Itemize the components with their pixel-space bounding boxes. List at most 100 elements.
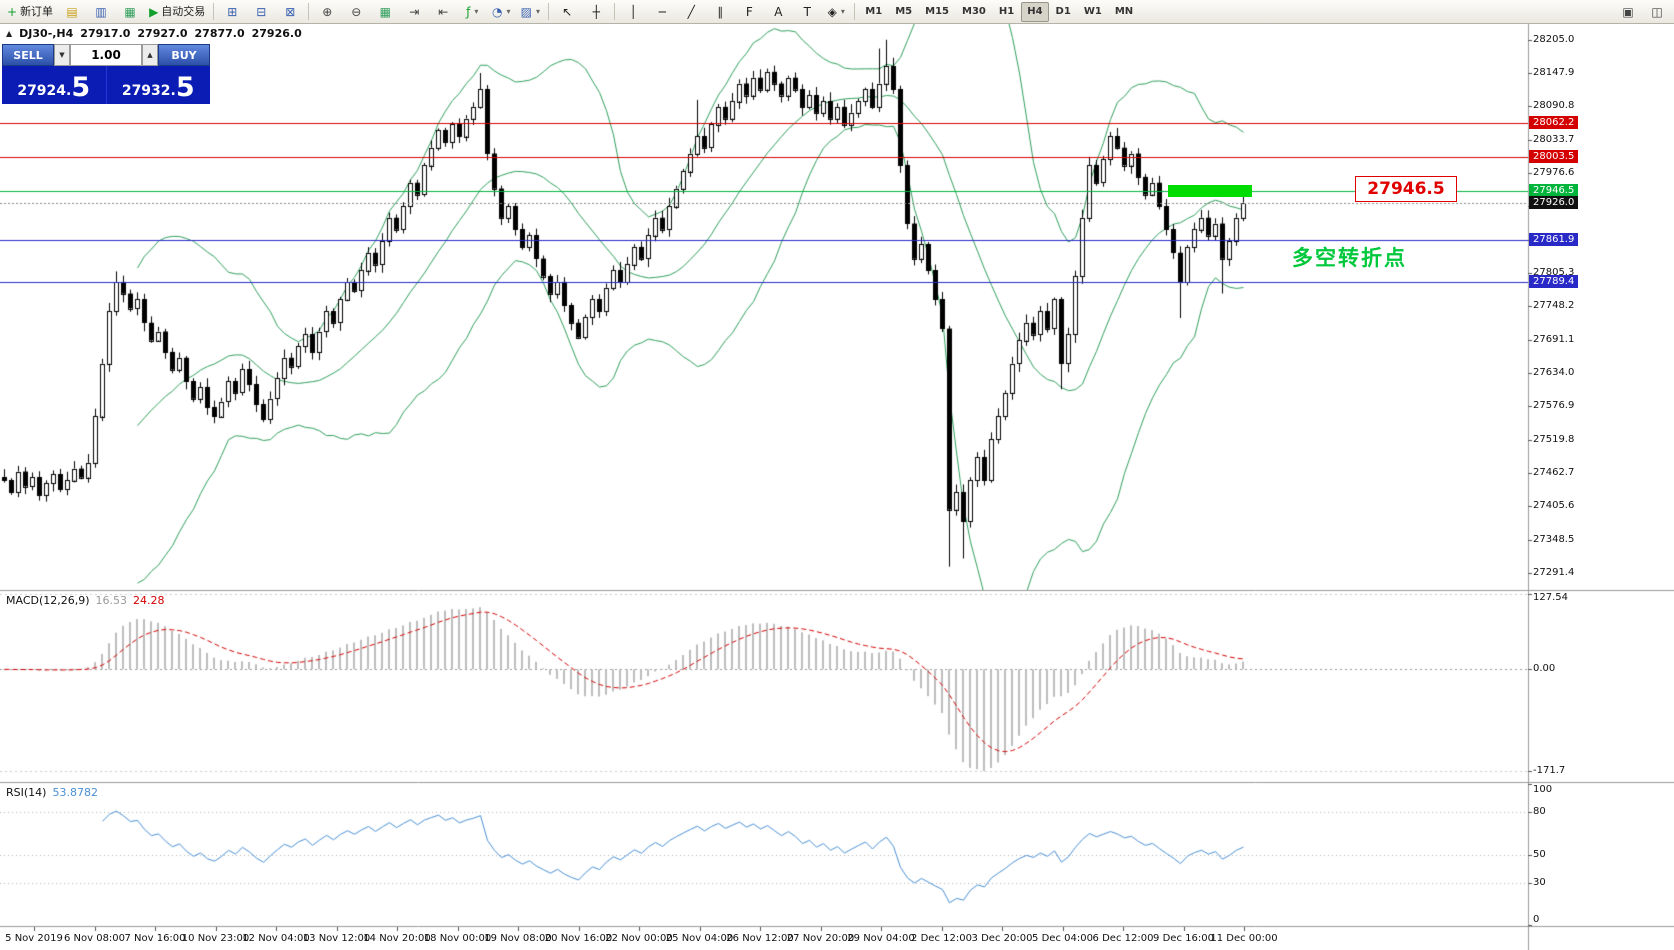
text-label-button[interactable]: T — [793, 1, 821, 23]
rsi-axis-label: 100 — [1533, 784, 1553, 795]
window-tile-horizontal-icon[interactable]: ⊟ — [247, 1, 275, 23]
rsi-title: RSI(14) 53.8782 — [6, 786, 104, 799]
pivot-line-marker[interactable]: 27946.5 — [1529, 183, 1579, 197]
shapes-dropdown-icon: ◈ — [827, 4, 837, 19]
price-axis-label: 27519.8 — [1533, 433, 1575, 445]
macd-title: MACD(12,26,9) 16.53 24.28 — [6, 594, 171, 607]
charts-menu-icon[interactable]: ▤ — [58, 1, 86, 23]
timeframe-m1-button[interactable]: M1 — [865, 6, 883, 17]
chart-shift-button[interactable]: ⇤ — [429, 1, 457, 23]
chart-window: ▲ DJ30-,H4 27917.0 27927.0 27877.0 27926… — [0, 24, 1674, 950]
sell-button[interactable]: SELL — [2, 44, 54, 66]
cursor-button[interactable]: ↖ — [553, 1, 581, 23]
window-cascade-icon[interactable]: ⊞ — [218, 1, 246, 23]
timeframe-m30-button[interactable]: M30 — [962, 6, 986, 17]
chevron-down-icon: ▾ — [506, 6, 511, 16]
timeframe-h1-button[interactable]: H1 — [998, 6, 1015, 17]
windows-icon: ▣ — [1622, 4, 1634, 19]
trendline-button-icon: ╱ — [687, 4, 695, 19]
macd-signal-value: 24.28 — [133, 594, 165, 607]
window-tile-vertical-icon[interactable]: ⊠ — [276, 1, 304, 23]
toolbar-separator — [213, 3, 215, 20]
time-axis-label: 19 Nov 08:00 — [484, 933, 552, 944]
rsi-axis-label: 80 — [1533, 805, 1546, 817]
zoom-out-button[interactable]: ⊖ — [342, 1, 370, 23]
timeframe-m5-button[interactable]: M5 — [895, 6, 913, 17]
text-button[interactable]: A — [764, 1, 792, 23]
time-axis-label: 13 Nov 12:00 — [302, 933, 371, 944]
new-chart-button[interactable]: ▦ — [371, 1, 399, 23]
price-axis-label: 28090.8 — [1533, 100, 1575, 112]
support-line-1-marker[interactable]: 27861.9 — [1529, 232, 1579, 246]
charts-menu-icon-icon: ▤ — [66, 4, 78, 19]
indicators-dropdown[interactable]: ƒ ▾ — [458, 1, 486, 23]
windows-icon[interactable]: ▣ — [1614, 1, 1642, 23]
one-click-collapse-arrow[interactable]: ▲ — [6, 29, 13, 38]
timeframe-d1-button[interactable]: D1 — [1055, 6, 1071, 17]
market-watch-icon[interactable]: ▦ — [116, 1, 144, 23]
time-axis-label: 27 Nov 20:00 — [786, 933, 855, 944]
window-tile-horizontal-icon-icon: ⊟ — [256, 4, 267, 19]
fibonacci-button-icon: F — [745, 4, 753, 19]
time-axis-label: 6 Dec 12:00 — [1092, 933, 1154, 944]
time-axis-label: 9 Dec 16:00 — [1153, 933, 1214, 944]
buy-price-big: 5 — [175, 72, 195, 103]
vertical-line-button[interactable]: │ — [619, 1, 647, 23]
fibonacci-button[interactable]: F — [735, 1, 763, 23]
new-order-button[interactable]: + 新订单 — [3, 1, 57, 23]
buy-price[interactable]: 27932. 5 — [107, 66, 211, 104]
crosshair-button[interactable]: ┼ — [582, 1, 610, 23]
periods-dropdown[interactable]: ◔ ▾ — [487, 1, 515, 23]
price-axis-label: 28147.9 — [1533, 67, 1575, 79]
time-axis-label: 2 Dec 12:00 — [911, 933, 972, 944]
time-axis-label: 3 Dec 20:00 — [971, 933, 1033, 944]
quote-line: ▲ DJ30-,H4 27917.0 27927.0 27877.0 27926… — [6, 27, 302, 40]
sell-price[interactable]: 27924. 5 — [2, 66, 106, 104]
rsi-label: RSI(14) — [6, 786, 47, 799]
volume-input[interactable]: 1.00 — [70, 44, 142, 66]
price-axis-label: 28205.0 — [1533, 33, 1575, 45]
chevron-down-icon: ▾ — [840, 6, 845, 16]
volume-down-button[interactable]: ▼ — [54, 44, 70, 66]
toolbar-separator — [614, 3, 616, 20]
timeframe-mn-button[interactable]: MN — [1114, 6, 1134, 17]
support-line-2-marker[interactable]: 27789.4 — [1529, 275, 1579, 289]
time-axis-label: 22 Nov 00:00 — [605, 933, 673, 944]
auto-trading-button-label: 自动交易 — [161, 5, 206, 18]
equidistant-channel-button-icon: ∥ — [717, 4, 724, 19]
vertical-line-button-icon: │ — [629, 4, 637, 19]
timeframe-h4-button[interactable]: H4 — [1021, 1, 1049, 22]
buy-button[interactable]: BUY — [158, 44, 210, 66]
shapes-dropdown[interactable]: ◈ ▾ — [822, 1, 850, 23]
macd-label: MACD(12,26,9) — [6, 594, 90, 607]
properties-icon[interactable]: ◫ — [1643, 1, 1671, 23]
equidistant-channel-button[interactable]: ∥ — [706, 1, 734, 23]
properties-icon: ◫ — [1651, 4, 1663, 19]
resistance-line-1-marker[interactable]: 28062.2 — [1529, 116, 1579, 130]
price-axis-label: 27576.9 — [1533, 400, 1575, 412]
timeframe-w1-button[interactable]: W1 — [1083, 6, 1102, 17]
resistance-line-2-marker[interactable]: 28003.5 — [1529, 150, 1579, 164]
turning-point-label[interactable]: 多空转折点 — [1292, 246, 1407, 270]
market-watch-icon-icon: ▦ — [124, 4, 136, 19]
auto-scroll-button[interactable]: ⇥ — [400, 1, 428, 23]
price-callout[interactable]: 27946.5 — [1355, 176, 1457, 202]
highlight-rectangle[interactable] — [1168, 184, 1252, 197]
time-axis-label: 10 Nov 23:00 — [181, 933, 250, 944]
price-axis-label: 27691.1 — [1533, 333, 1575, 345]
zoom-in-button[interactable]: ⊕ — [313, 1, 341, 23]
macd-axis-label: 0.00 — [1533, 663, 1556, 675]
new-order-button-icon: + — [7, 4, 18, 19]
price-axis-label: 27976.6 — [1533, 167, 1575, 179]
text-label-button-icon: T — [803, 4, 811, 19]
timeframe-m15-button[interactable]: M15 — [925, 6, 950, 17]
horizontal-line-button[interactable]: ─ — [648, 1, 676, 23]
templates-dropdown[interactable]: ▨ ▾ — [516, 1, 544, 23]
profiles-icon[interactable]: ▥ — [87, 1, 115, 23]
auto-trading-button[interactable]: ▶ 自动交易 — [145, 1, 209, 23]
chart-canvas[interactable] — [0, 24, 1674, 950]
time-axis-label: 5 Nov 2019 — [5, 933, 63, 944]
trendline-button[interactable]: ╱ — [677, 1, 705, 23]
time-axis-label: 11 Dec 00:00 — [1210, 933, 1278, 944]
volume-up-button[interactable]: ▲ — [142, 44, 158, 66]
